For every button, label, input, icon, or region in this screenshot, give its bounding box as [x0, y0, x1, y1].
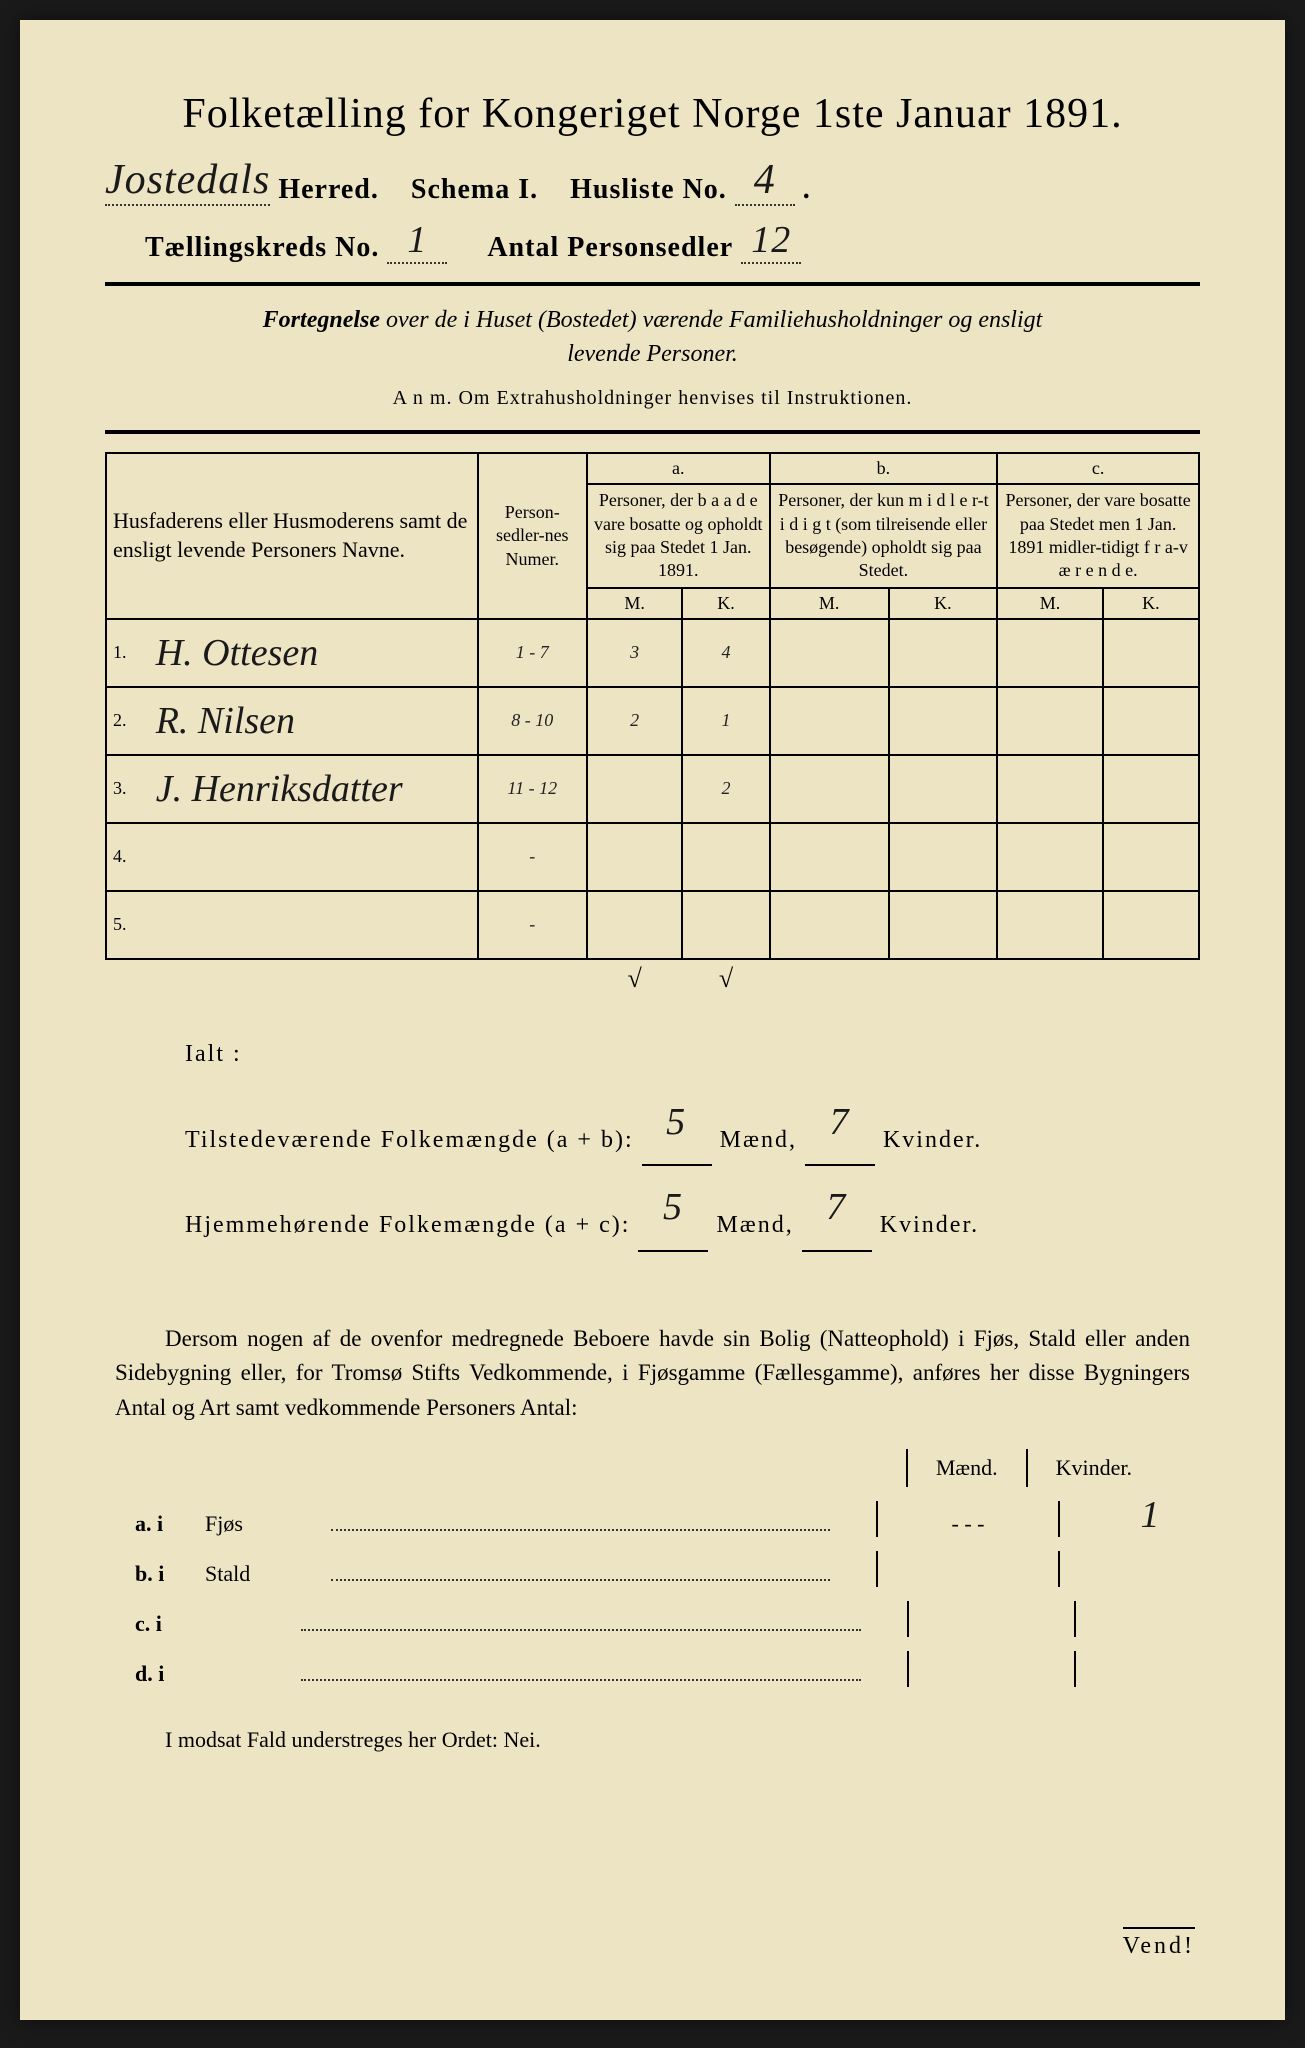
- table-row: 3. J. Henriksdatter 11 - 12 2: [106, 755, 1199, 823]
- antal-label: Antal Personsedler: [487, 232, 733, 263]
- row-bK: [889, 619, 998, 687]
- row-aM: [587, 891, 683, 959]
- row-aM: [587, 823, 683, 891]
- census-form-page: Folketælling for Kongeriget Norge 1ste J…: [20, 20, 1285, 2020]
- row-num: 8 - 10: [478, 687, 587, 755]
- check-aM: √: [587, 959, 683, 998]
- mk-header: Mænd. Kvinder.: [105, 1449, 1200, 1487]
- antal-value: 12: [741, 218, 801, 264]
- row-cK: [1103, 619, 1199, 687]
- row-aK: 4: [682, 619, 769, 687]
- row-aK: [682, 891, 769, 959]
- page-title: Folketælling for Kongeriget Norge 1ste J…: [105, 90, 1200, 138]
- side-row: c. i: [105, 1601, 1200, 1637]
- row-cK: [1103, 687, 1199, 755]
- row-bM: [770, 891, 889, 959]
- summary-block: Ialt : Tilstedeværende Folkemængde (a + …: [105, 1028, 1200, 1252]
- row-aK: [682, 823, 769, 891]
- husliste-value: 4: [735, 156, 795, 206]
- household-table: Husfaderens eller Husmoderens samt de en…: [105, 452, 1200, 998]
- check-row: √ √: [106, 959, 1199, 998]
- row-cM: [997, 687, 1102, 755]
- row-cM: [997, 823, 1102, 891]
- row-cM: [997, 891, 1102, 959]
- col-a-m: M.: [587, 588, 683, 619]
- row-cM: [997, 755, 1102, 823]
- body-paragraph: Dersom nogen af de ovenfor medregnede Be…: [105, 1322, 1200, 1426]
- row-num: 1 - 7: [478, 619, 587, 687]
- row-aK: 1: [682, 687, 769, 755]
- col-b-m: M.: [770, 588, 889, 619]
- row-num: 11 - 12: [478, 755, 587, 823]
- col-b-desc: Personer, der kun m i d l e r-t i d i g …: [770, 484, 998, 588]
- row-aM: 3: [587, 619, 683, 687]
- row-bK: [889, 823, 998, 891]
- side-building-table: a. i Fjøs - - - 1 b. i Stald c. i: [105, 1493, 1200, 1687]
- row-name: R. Nilsen: [156, 699, 295, 743]
- line2-k: 7: [802, 1166, 872, 1252]
- divider: [105, 282, 1200, 286]
- col-b-k: K.: [889, 588, 998, 619]
- row-bK: [889, 891, 998, 959]
- row-bM: [770, 823, 889, 891]
- row-aM: [587, 755, 683, 823]
- summary-line-1: Tilstedeværende Folkemængde (a + b): 5 M…: [185, 1081, 1200, 1167]
- herred-value: Jostedals: [105, 156, 270, 206]
- row-name: H. Ottesen: [156, 631, 319, 675]
- closing-line: I modsat Fald understreges her Ordet: Ne…: [105, 1727, 1200, 1753]
- table-row: 5. -: [106, 891, 1199, 959]
- table-row: 1. H. Ottesen 1 - 7 3 4: [106, 619, 1199, 687]
- row-bM: [770, 619, 889, 687]
- row-num: -: [478, 891, 587, 959]
- divider: [105, 430, 1200, 434]
- row-bK: [889, 755, 998, 823]
- col-a-head: a.: [587, 453, 770, 484]
- row-bK: [889, 687, 998, 755]
- herred-label: Herred.: [278, 174, 379, 205]
- col-c-m: M.: [997, 588, 1102, 619]
- col-a-k: K.: [682, 588, 769, 619]
- row-cM: [997, 619, 1102, 687]
- row-aM: 2: [587, 687, 683, 755]
- col-name-header: Husfaderens eller Husmoderens samt de en…: [106, 453, 478, 619]
- section-description: Fortegnelse over de i Huset (Bostedet) v…: [105, 304, 1200, 371]
- side-row: b. i Stald: [105, 1551, 1200, 1587]
- ialt-label: Ialt :: [185, 1028, 1200, 1081]
- kreds-label: Tællingskreds No.: [145, 232, 379, 263]
- summary-line-2: Hjemmehørende Folkemængde (a + c): 5 Mæn…: [185, 1166, 1200, 1252]
- row-cK: [1103, 891, 1199, 959]
- check-aK: √: [682, 959, 769, 998]
- line2-m: 5: [638, 1166, 708, 1252]
- col-b-head: b.: [770, 453, 998, 484]
- row-num: -: [478, 823, 587, 891]
- row-aK: 2: [682, 755, 769, 823]
- col-c-head: c.: [997, 453, 1199, 484]
- row-cK: [1103, 823, 1199, 891]
- kvinder-header: Kvinder.: [1026, 1449, 1160, 1487]
- row-name: J. Henriksdatter: [156, 767, 403, 811]
- row-cK: [1103, 755, 1199, 823]
- col-c-k: K.: [1103, 588, 1199, 619]
- side-k: 1: [1100, 1493, 1200, 1537]
- row-bM: [770, 755, 889, 823]
- header-line-1: Jostedals Herred. Schema I. Husliste No.…: [105, 156, 1200, 206]
- side-m: - - -: [918, 1511, 1018, 1537]
- husliste-label: Husliste No.: [570, 174, 727, 205]
- col-num-header: Person-sedler-nes Numer.: [478, 453, 587, 619]
- col-a-desc: Personer, der b a a d e vare bosatte og …: [587, 484, 770, 588]
- line1-m: 5: [642, 1081, 712, 1167]
- row-bM: [770, 687, 889, 755]
- line1-k: 7: [805, 1081, 875, 1167]
- header-line-2: Tællingskreds No. 1 Antal Personsedler 1…: [105, 218, 1200, 264]
- kreds-value: 1: [387, 218, 447, 264]
- side-row: d. i: [105, 1651, 1200, 1687]
- vend-label: Vend!: [1123, 1927, 1195, 1960]
- anm-note: A n m. Om Extrahusholdninger henvises ti…: [105, 387, 1200, 410]
- schema-label: Schema I.: [411, 174, 538, 205]
- col-c-desc: Personer, der vare bosatte paa Stedet me…: [997, 484, 1199, 588]
- maend-header: Mænd.: [906, 1449, 1026, 1487]
- side-row: a. i Fjøs - - - 1: [105, 1493, 1200, 1537]
- table-row: 4. -: [106, 823, 1199, 891]
- table-row: 2. R. Nilsen 8 - 10 2 1: [106, 687, 1199, 755]
